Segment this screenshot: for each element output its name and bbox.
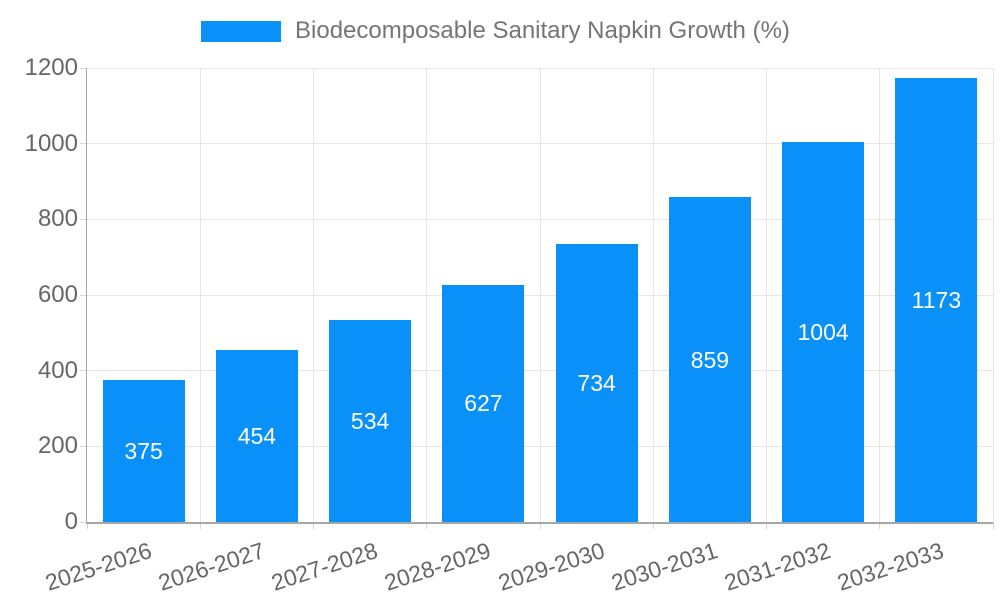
y-axis-label: 0	[64, 508, 78, 535]
x-axis-tick	[426, 522, 428, 529]
bar-value-label: 627	[464, 390, 503, 417]
x-axis-tick	[992, 522, 994, 529]
legend[interactable]: Biodecomposable Sanitary Napkin Growth (…	[201, 17, 790, 45]
bar-value-label: 859	[690, 346, 730, 373]
bar-value-label: 1004	[797, 319, 849, 346]
x-axis-line	[86, 522, 993, 524]
x-axis-tick	[652, 522, 654, 529]
gridline-vertical	[199, 68, 201, 522]
y-axis-tick	[80, 445, 87, 447]
bar[interactable]	[215, 350, 298, 522]
y-axis-label: 200	[37, 432, 78, 460]
y-axis-label: 400	[37, 356, 78, 384]
x-axis-label: 2029-2030	[494, 537, 608, 596]
y-axis-tick	[80, 370, 87, 372]
bar[interactable]	[782, 142, 865, 522]
bar-value-label: 454	[237, 423, 277, 450]
y-axis-label: 1200	[24, 54, 78, 81]
bar[interactable]	[895, 78, 978, 522]
gridline-vertical	[879, 68, 881, 522]
y-axis-tick	[80, 294, 87, 296]
x-axis-label: 2025-2026	[41, 537, 155, 596]
x-axis-tick	[766, 522, 767, 529]
x-axis-label: 2030-2031	[607, 537, 721, 596]
bar[interactable]	[555, 244, 638, 522]
gridline-vertical	[426, 68, 428, 522]
legend-label: Biodecomposable Sanitary Napkin Growth (…	[295, 17, 790, 44]
y-axis-label: 800	[37, 205, 78, 233]
gridline-vertical	[992, 68, 994, 522]
bar-value-label: 534	[350, 408, 390, 434]
x-axis-tick	[313, 522, 314, 529]
x-axis-tick	[879, 522, 881, 529]
gridline-vertical	[766, 68, 767, 522]
x-axis-tick	[86, 522, 88, 529]
y-axis-tick	[80, 521, 87, 523]
bar[interactable]	[102, 380, 185, 522]
y-axis-label: 600	[37, 281, 78, 308]
x-axis-label: 2028-2029	[381, 537, 495, 596]
x-axis-tick	[199, 522, 201, 529]
x-axis-label: 2031-2032	[721, 537, 834, 596]
bar[interactable]	[668, 197, 751, 522]
x-axis-label: 2027-2028	[268, 537, 381, 596]
bar-value-label: 1173	[911, 287, 962, 314]
y-axis-tick	[80, 143, 87, 145]
bar[interactable]	[442, 284, 525, 522]
y-axis-line	[86, 68, 87, 522]
y-axis-tick	[80, 218, 87, 220]
y-axis-label: 1000	[24, 129, 78, 157]
x-axis-label: 2026-2027	[154, 537, 268, 596]
gridline-vertical	[313, 68, 314, 522]
x-axis-tick	[539, 522, 541, 529]
gridline-vertical	[652, 68, 654, 522]
bar-value-label: 375	[124, 438, 163, 465]
x-axis-label: 2032-2033	[834, 537, 948, 596]
gridline-vertical	[539, 68, 541, 522]
legend-swatch	[201, 20, 281, 42]
bar[interactable]	[329, 320, 412, 522]
bar-value-label: 734	[577, 370, 616, 397]
y-axis-tick	[80, 67, 87, 69]
